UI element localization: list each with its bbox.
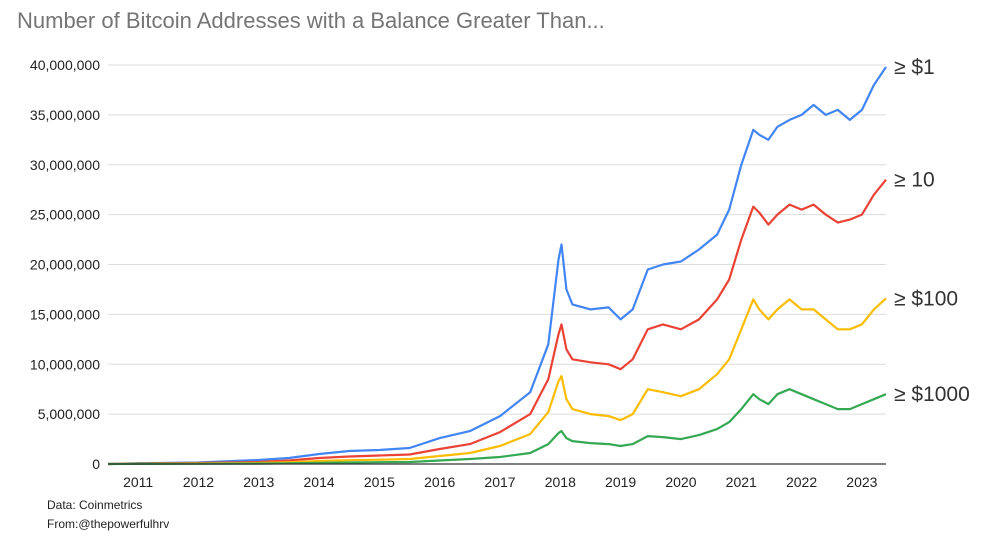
- y-tick-label: 35,000,000: [30, 107, 100, 123]
- x-tick-label: 2012: [183, 474, 214, 490]
- chart-title: Number of Bitcoin Addresses with a Balan…: [17, 8, 605, 33]
- x-axis-tick-labels: 2011 2012 2013 2014 2015 2016 2017 2018 2019 2020…: [123, 474, 878, 490]
- x-tick-label: 2016: [424, 474, 455, 490]
- x-tick-label: 2019: [605, 474, 636, 490]
- series-label-1000: ≥ $1000: [894, 383, 970, 406]
- series-line-1: [107, 66, 887, 466]
- y-tick-label: 20,000,000: [30, 257, 100, 273]
- series-line-1000: [107, 388, 887, 466]
- series-lines: [107, 66, 887, 466]
- x-tick-label: 2021: [726, 474, 757, 490]
- y-tick-label: 30,000,000: [30, 157, 100, 173]
- x-tick-label: 2011: [123, 474, 153, 490]
- x-tick-label: 2018: [545, 474, 576, 490]
- x-tick-label: 2013: [243, 474, 274, 490]
- author-credit: From:@thepowerfulhrv: [47, 517, 170, 531]
- chart-footer: Data: Coinmetrics From:@thepowerfulhrv: [47, 496, 169, 534]
- series-label-10: ≥ 10: [894, 169, 935, 192]
- x-tick-label: 2023: [846, 474, 877, 490]
- series-line-10: [107, 179, 887, 466]
- y-tick-label: 10,000,000: [30, 356, 100, 372]
- series-label-1: ≥ $1: [894, 56, 935, 79]
- y-tick-label: 15,000,000: [30, 306, 100, 322]
- x-tick-label: 2020: [665, 474, 696, 490]
- x-tick-label: 2022: [786, 474, 817, 490]
- x-tick-label: 2017: [484, 474, 515, 490]
- y-tick-label: 5,000,000: [38, 406, 100, 422]
- y-axis-tick-labels: 0 5,000,000 10,000,000 15,000,000 20,000,000…: [30, 57, 100, 472]
- series-end-labels: ≥ $1 ≥ 10 ≥ $100 ≥ $1000: [894, 56, 970, 406]
- y-tick-label: 40,000,000: [30, 57, 100, 73]
- y-tick-label: 25,000,000: [30, 207, 100, 223]
- y-tick-label: 0: [92, 456, 100, 472]
- series-line-100: [107, 297, 887, 466]
- x-tick-label: 2014: [304, 474, 335, 490]
- series-label-100: ≥ $100: [894, 287, 958, 310]
- data-source-note: Data: Coinmetrics: [47, 498, 143, 512]
- x-tick-label: 2015: [364, 474, 395, 490]
- gridlines: [108, 64, 886, 415]
